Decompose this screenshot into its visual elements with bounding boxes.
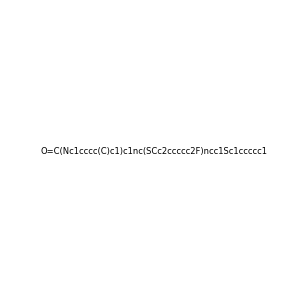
Text: O=C(Nc1cccc(C)c1)c1nc(SCc2ccccc2F)ncc1Sc1ccccc1: O=C(Nc1cccc(C)c1)c1nc(SCc2ccccc2F)ncc1Sc… (40, 147, 267, 156)
